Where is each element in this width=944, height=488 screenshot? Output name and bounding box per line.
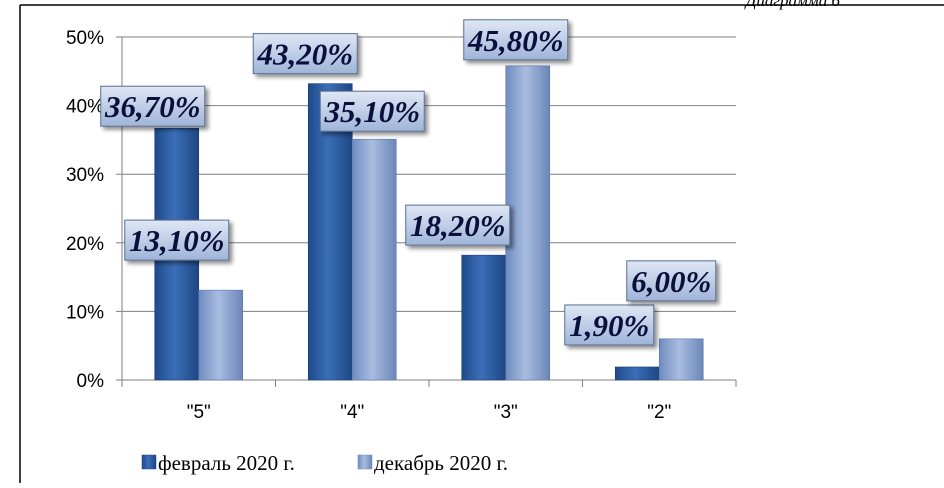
bar-series1 [614, 366, 660, 381]
legend-label-series2: декабрь 2020 г. [374, 451, 508, 475]
x-category-label: "4" [340, 402, 364, 423]
data-label-box [405, 204, 511, 246]
bars [154, 65, 704, 381]
bar-series2 [658, 338, 704, 381]
data-label-text: 45,80% [467, 23, 564, 58]
y-tick-label: 10% [66, 302, 104, 323]
y-axis-ticks: 0% 10% 20% 30% 40% 50% [66, 28, 122, 392]
bar-series1 [461, 254, 507, 381]
data-label-text: 36,70% [104, 89, 201, 124]
data-label-box [252, 33, 358, 75]
bar-series1 [307, 83, 353, 381]
legend-label-series1: февраль 2020 г. [158, 451, 295, 475]
x-category-label: "2" [647, 402, 671, 423]
bar-series2 [505, 65, 551, 381]
x-axis-categories: "5" "4" "3" "2" [187, 402, 672, 423]
y-tick-label: 20% [66, 234, 104, 255]
data-label-text: 1,90% [569, 308, 649, 343]
data-label-text: 18,20% [410, 208, 506, 243]
data-label: 35,10% [319, 90, 425, 132]
y-tick-label: 40% [66, 97, 104, 118]
data-label: 18,20% [405, 204, 511, 246]
data-label-box [124, 219, 230, 261]
y-tick-label: 0% [77, 371, 105, 392]
data-label: 1,90% [564, 304, 655, 346]
bar-series2 [198, 289, 244, 381]
data-label-text: 35,10% [323, 94, 420, 129]
data-label-text: 13,10% [129, 223, 225, 258]
y-tick-label: 50% [66, 28, 104, 49]
y-tick-label: 30% [66, 165, 104, 186]
x-category-label: "3" [494, 402, 518, 423]
data-labels: 36,70% 13,10% 43,20% 35,10% 18,20% 45,80% 1,90… [100, 19, 717, 346]
data-label-box [319, 90, 425, 132]
data-label: 43,20% [252, 33, 358, 75]
diagram-heading: Диаграмма 6 [744, 0, 841, 10]
data-label-box [564, 304, 655, 346]
legend-swatch-series2 [357, 454, 373, 470]
x-category-label: "5" [187, 402, 211, 423]
data-label-text: 6,00% [631, 264, 711, 299]
data-label-box [100, 85, 206, 127]
data-label: 45,80% [463, 19, 569, 61]
bar-series2 [351, 138, 397, 381]
data-label-text: 43,20% [256, 37, 353, 72]
legend-swatch-series1 [141, 454, 157, 470]
data-label-box [463, 19, 569, 61]
legend: февраль 2020 г. декабрь 2020 г. [141, 451, 508, 475]
data-label: 6,00% [626, 260, 717, 302]
data-label: 36,70% [100, 85, 206, 127]
data-label-box [626, 260, 717, 302]
data-label: 13,10% [124, 219, 230, 261]
